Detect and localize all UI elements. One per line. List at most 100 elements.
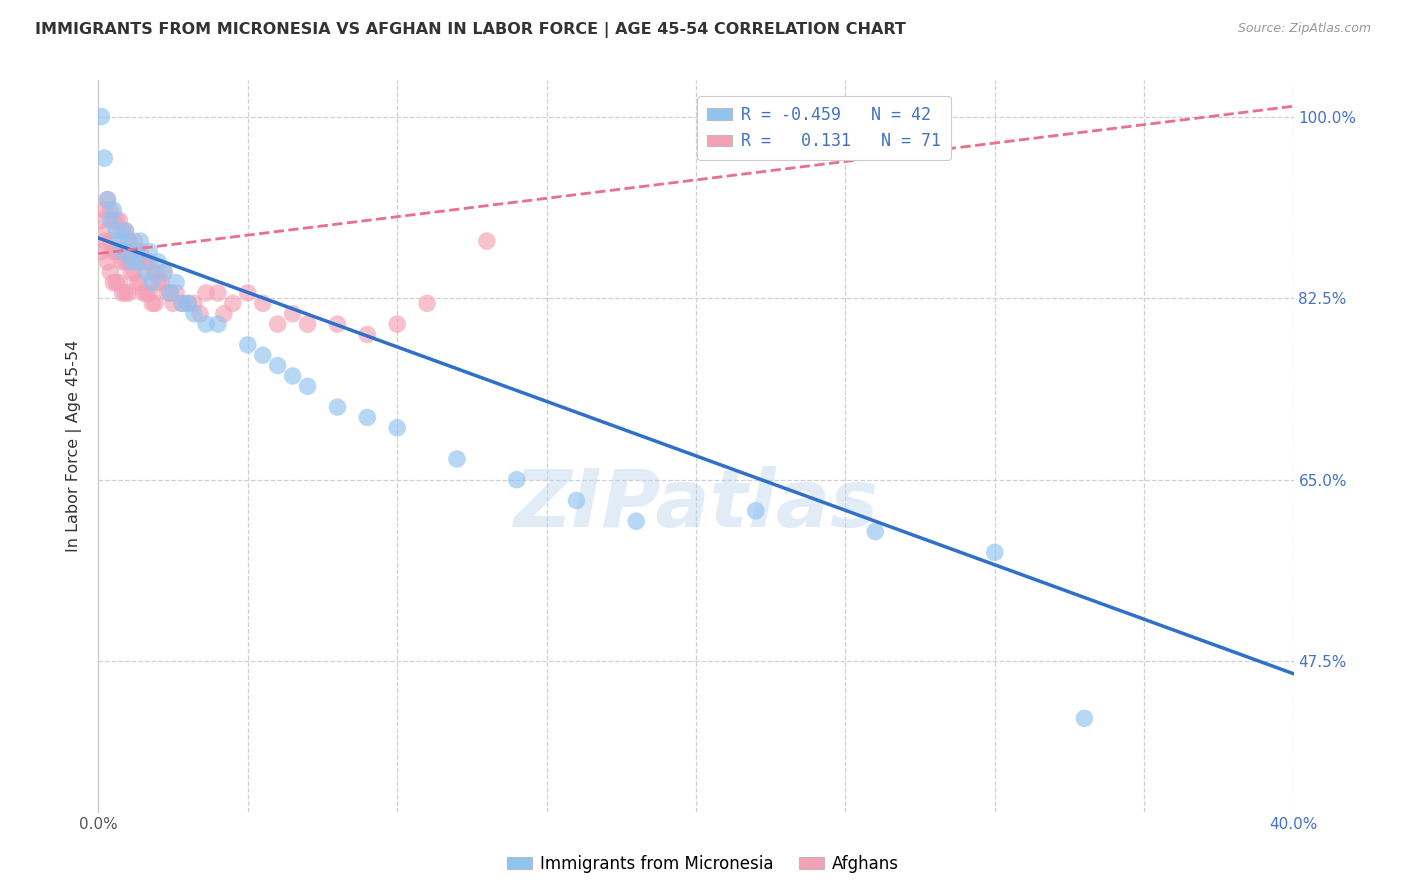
Point: [120, 265, 142, 279]
Point: [356, 327, 378, 342]
Text: Source: ZipAtlas.com: Source: ZipAtlas.com: [1237, 22, 1371, 36]
Point: [135, 265, 157, 279]
Point: [96, 193, 118, 207]
Legend: Immigrants from Micronesia, Afghans: Immigrants from Micronesia, Afghans: [501, 848, 905, 880]
Point: [114, 255, 136, 269]
Point: [183, 307, 205, 321]
Point: [212, 307, 235, 321]
Point: [177, 296, 200, 310]
Point: [117, 285, 139, 300]
Y-axis label: In Labor Force | Age 45-54: In Labor Force | Age 45-54: [66, 340, 83, 552]
Point: [159, 285, 181, 300]
Point: [153, 265, 176, 279]
Point: [103, 202, 125, 217]
Point: [172, 296, 194, 310]
Point: [506, 473, 529, 487]
Point: [162, 296, 184, 310]
Point: [188, 307, 211, 321]
Point: [865, 524, 887, 539]
Point: [1073, 711, 1095, 725]
Point: [148, 276, 170, 290]
Point: [565, 493, 588, 508]
Point: [124, 265, 146, 279]
Point: [108, 213, 131, 227]
Point: [141, 276, 163, 290]
Point: [626, 514, 648, 528]
Point: [156, 285, 179, 300]
Point: [141, 265, 163, 279]
Point: [108, 244, 131, 259]
Point: [96, 193, 118, 207]
Point: [124, 244, 146, 259]
Point: [105, 224, 128, 238]
Point: [132, 285, 155, 300]
Point: [129, 244, 152, 259]
Point: [165, 276, 187, 290]
Point: [103, 276, 125, 290]
Point: [177, 296, 200, 310]
Point: [165, 285, 187, 300]
Point: [138, 244, 160, 259]
Point: [326, 317, 349, 331]
Point: [385, 317, 409, 331]
Point: [236, 285, 259, 300]
Point: [183, 296, 205, 310]
Point: [105, 213, 128, 227]
Point: [222, 296, 245, 310]
Point: [150, 276, 173, 290]
Point: [117, 234, 139, 248]
Point: [195, 285, 218, 300]
Point: [114, 285, 136, 300]
Point: [120, 255, 142, 269]
Point: [138, 285, 160, 300]
Point: [117, 255, 139, 269]
Point: [267, 317, 290, 331]
Point: [96, 224, 118, 238]
Point: [114, 224, 136, 238]
Point: [252, 348, 274, 362]
Point: [127, 244, 149, 259]
Point: [108, 234, 131, 248]
Point: [127, 255, 149, 269]
Point: [252, 296, 274, 310]
Text: ZIPatlas: ZIPatlas: [513, 466, 879, 543]
Point: [98, 265, 122, 279]
Point: [326, 400, 349, 414]
Point: [129, 234, 152, 248]
Point: [745, 504, 768, 518]
Point: [281, 368, 304, 383]
Point: [117, 234, 139, 248]
Point: [281, 307, 304, 321]
Point: [90, 244, 112, 259]
Point: [132, 255, 155, 269]
Point: [108, 276, 131, 290]
Point: [172, 296, 194, 310]
Point: [93, 151, 115, 165]
Point: [475, 234, 498, 248]
Legend: R = -0.459   N = 42, R =   0.131   N = 71: R = -0.459 N = 42, R = 0.131 N = 71: [697, 96, 950, 161]
Point: [98, 202, 122, 217]
Point: [90, 110, 112, 124]
Point: [105, 276, 128, 290]
Point: [153, 265, 176, 279]
Point: [148, 255, 170, 269]
Point: [143, 296, 166, 310]
Point: [207, 285, 229, 300]
Point: [159, 285, 181, 300]
Point: [129, 276, 152, 290]
Point: [93, 234, 115, 248]
Point: [120, 244, 142, 259]
Point: [127, 276, 149, 290]
Point: [103, 244, 125, 259]
Point: [111, 244, 134, 259]
Point: [114, 224, 136, 238]
Point: [135, 285, 157, 300]
Point: [236, 338, 259, 352]
Point: [98, 213, 122, 227]
Point: [90, 213, 112, 227]
Point: [446, 452, 468, 467]
Point: [984, 545, 1007, 559]
Point: [297, 379, 319, 393]
Point: [385, 421, 409, 435]
Point: [105, 244, 128, 259]
